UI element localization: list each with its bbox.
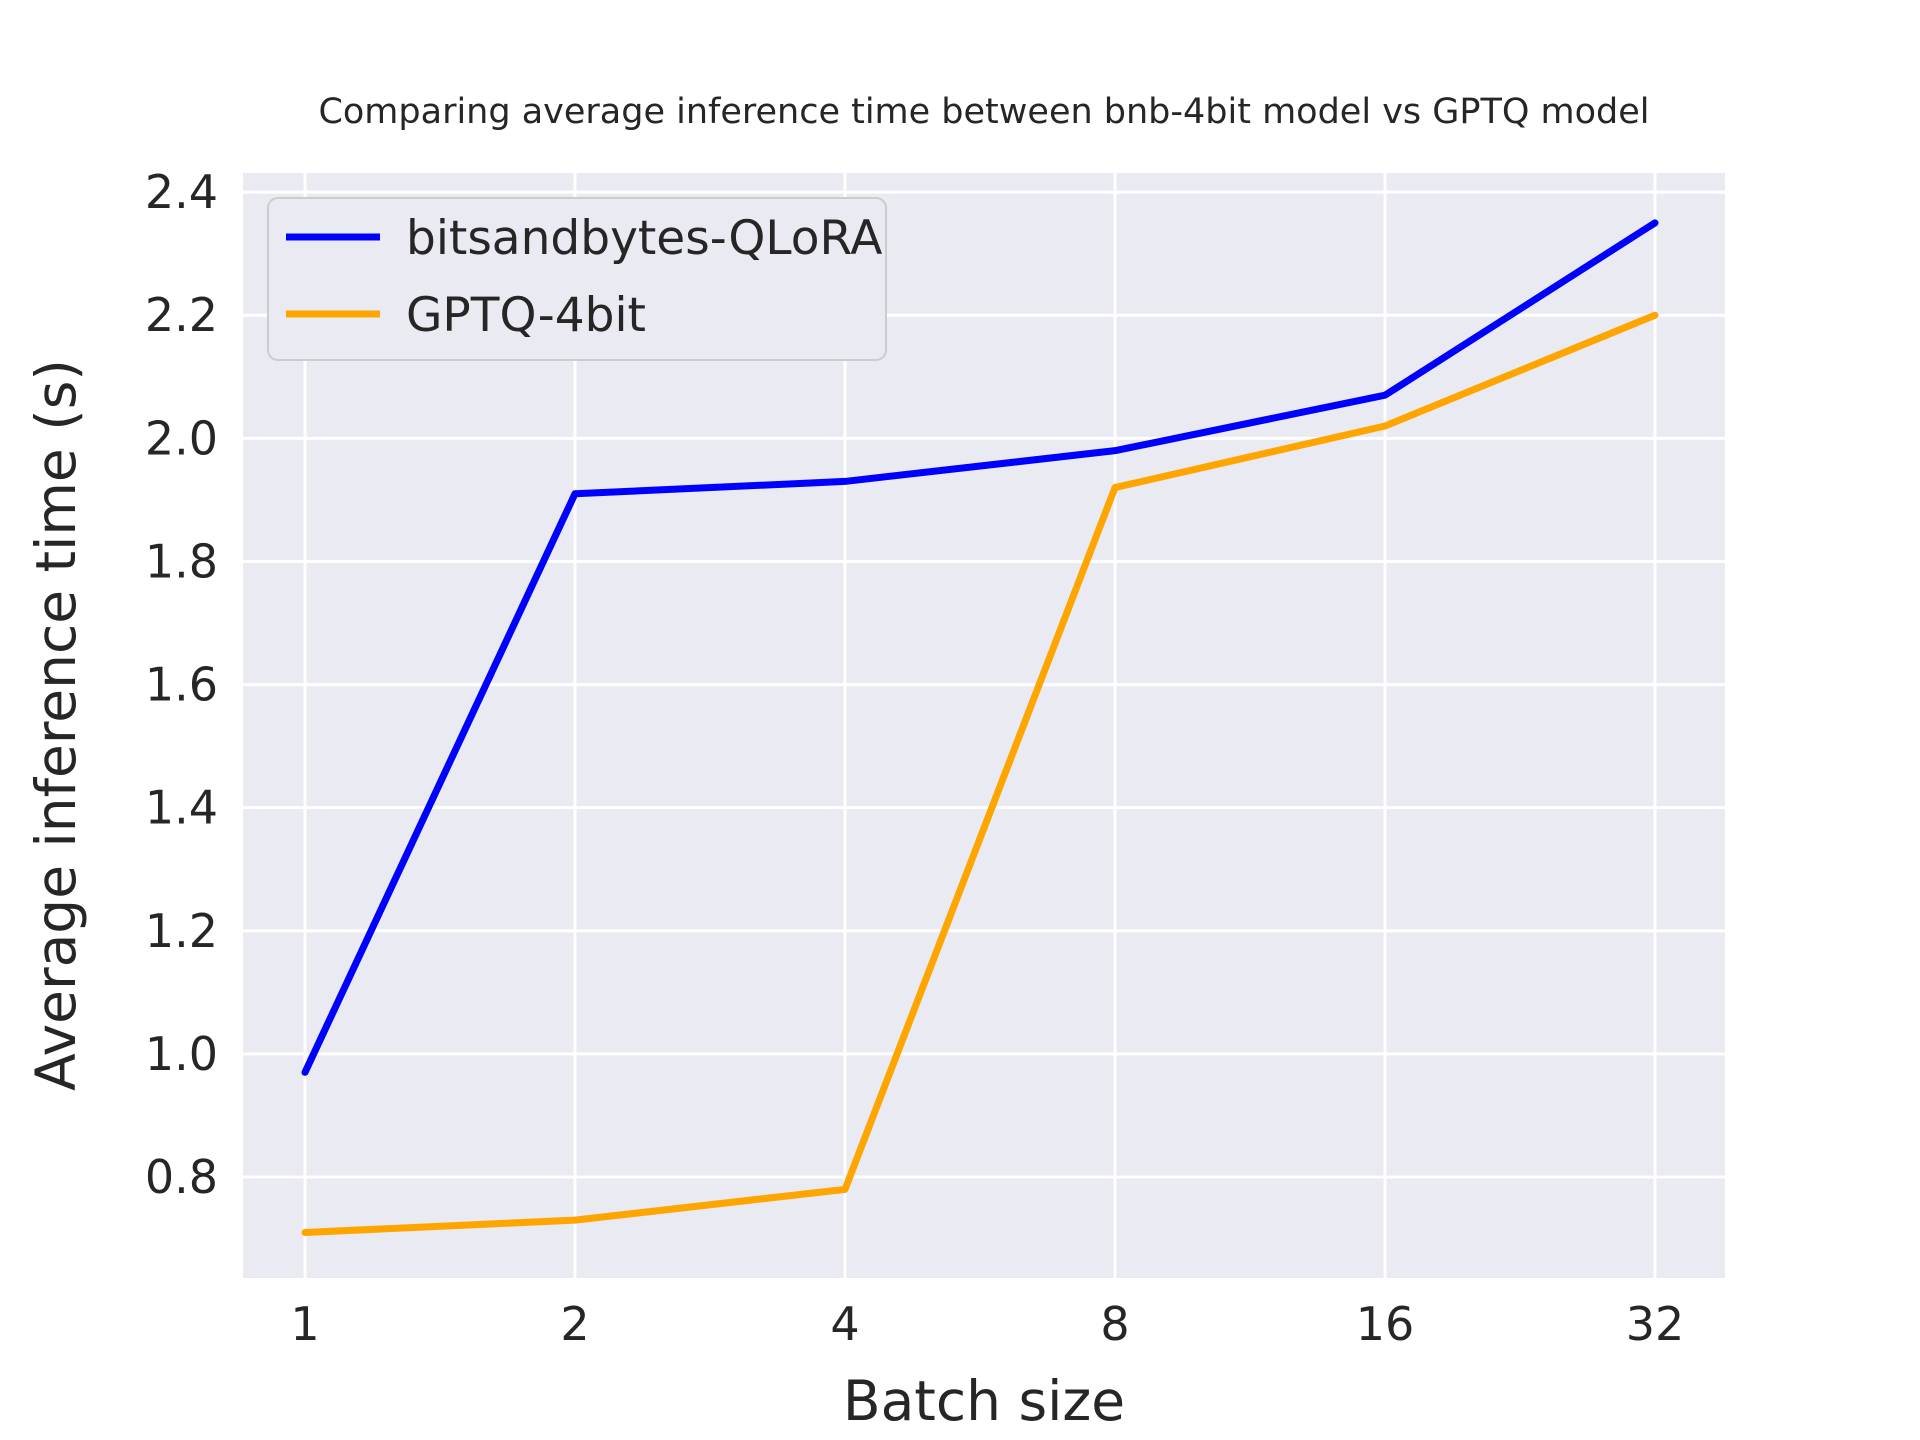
x-tick-label: 2 <box>560 1297 589 1351</box>
y-tick-label: 2.4 <box>145 165 218 219</box>
x-tick-label: 8 <box>1100 1297 1129 1351</box>
series-layer <box>301 219 1659 1236</box>
y-tick-label: 1.8 <box>145 534 218 588</box>
tick-layer: 0.8 1.0 1.2 1.4 1.6 1.8 2.0 2.2 2.4 1 2 4 8 16 32 <box>145 165 1684 1351</box>
x-tick-label: 16 <box>1356 1297 1415 1351</box>
y-axis-label: Average inference time (s) <box>24 359 88 1091</box>
x-tick-label: 1 <box>290 1297 319 1351</box>
y-tick-label: 1.6 <box>145 658 218 712</box>
series-line-gptq-4bit <box>301 311 1659 1236</box>
legend-label-gptq-4bit: GPTQ-4bit <box>406 288 646 343</box>
y-tick-label: 1.4 <box>145 781 218 835</box>
x-tick-label: 32 <box>1626 1297 1685 1351</box>
x-axis-label: Batch size <box>843 1369 1125 1433</box>
legend: bitsandbytes-QLoRA GPTQ-4bit <box>267 197 887 361</box>
legend-frame <box>267 197 887 361</box>
legend-label-bitsandbytes-qlora: bitsandbytes-QLoRA <box>406 211 882 266</box>
y-tick-label: 0.8 <box>145 1150 218 1204</box>
y-tick-label: 2.2 <box>145 288 218 342</box>
chart-title: Comparing average inference time between… <box>318 92 1649 132</box>
y-tick-label: 1.0 <box>145 1027 218 1081</box>
y-tick-label: 1.2 <box>145 904 218 958</box>
series-line-bitsandbytes-qlora <box>301 219 1659 1076</box>
y-tick-label: 2.0 <box>145 411 218 465</box>
x-tick-label: 4 <box>830 1297 859 1351</box>
